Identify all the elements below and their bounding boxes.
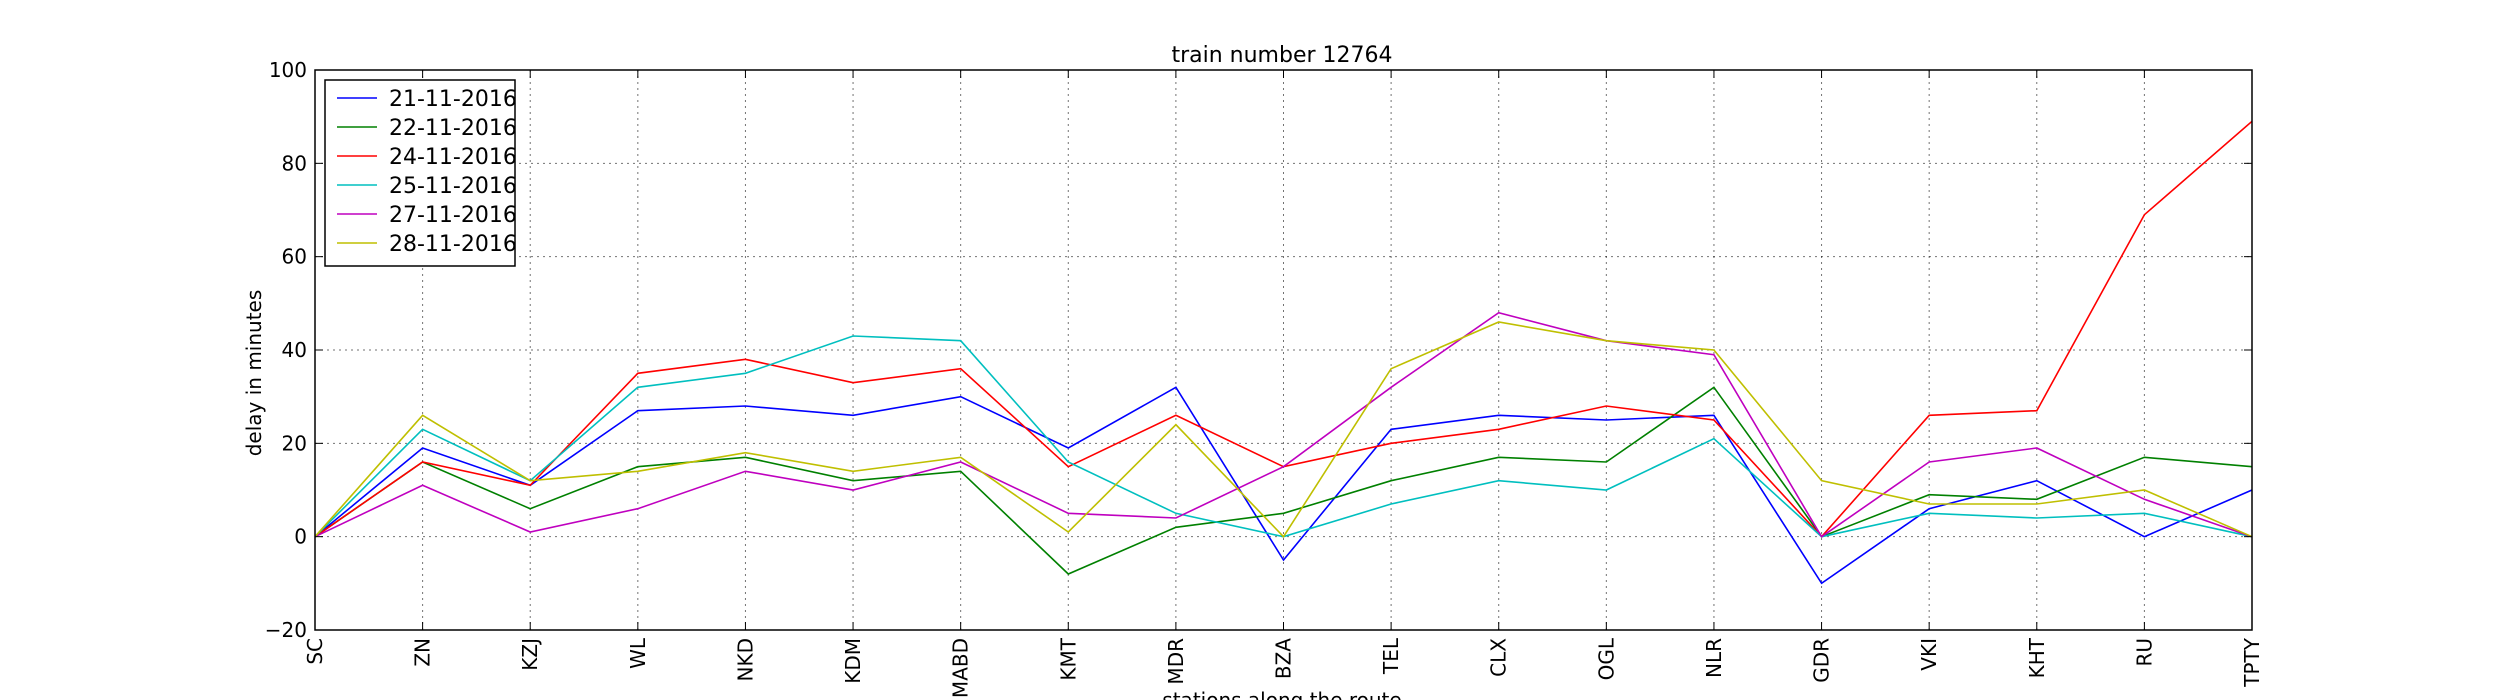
y-tick-label: −20 — [265, 618, 307, 642]
y-tick-label: 0 — [294, 525, 307, 549]
series-line — [314, 311, 2253, 538]
legend-label: 28-11-2016 — [389, 232, 517, 257]
series-line — [314, 386, 2253, 585]
y-tick-label: 60 — [282, 245, 307, 269]
chart-title: train number 12764 — [1171, 43, 1392, 68]
legend-label: 22-11-2016 — [389, 116, 517, 141]
series-line — [314, 386, 2253, 575]
x-tick-label: NKD — [733, 638, 757, 681]
x-tick-label: KDM — [841, 638, 865, 684]
legend-label: 27-11-2016 — [389, 203, 517, 228]
legend: 21-11-2016 22-11-2016 24-11-2016 25-11-2016… — [324, 79, 517, 267]
x-tick-label: KZJ — [518, 638, 542, 671]
legend-label: 25-11-2016 — [389, 174, 517, 199]
legend-box — [324, 79, 516, 267]
x-tick-label: TEL — [1379, 637, 1403, 675]
x-tick-label: WL — [626, 637, 650, 669]
y-tick-label: 40 — [282, 338, 307, 362]
x-tick-label: CLX — [1487, 638, 1511, 677]
x-axis-title: stations along the route — [1162, 688, 1401, 700]
y-tick-label: 20 — [282, 431, 307, 455]
x-tick-label: ZN — [411, 638, 435, 667]
x-tick-label: TPTY — [2240, 637, 2264, 687]
x-tick-label: NLR — [1702, 638, 1726, 678]
x-tick-label: OGL — [1594, 637, 1618, 680]
series-lines — [314, 120, 2253, 585]
legend-label: 24-11-2016 — [389, 145, 517, 170]
series-line — [314, 321, 2253, 538]
x-tick-label: VKI — [1917, 638, 1941, 671]
legend-label: 21-11-2016 — [389, 87, 517, 112]
x-tick-label: RU — [2132, 638, 2156, 667]
x-tick-label: BZA — [1272, 638, 1296, 679]
y-axis-title: delay in minutes — [242, 290, 266, 457]
x-tick-label: MDR — [1164, 638, 1188, 685]
axis-ticks: −20 0 20 40 60 80 100 SC ZN KZJ WL NKD KDM MABD KMT MDR… — [265, 58, 2264, 698]
y-tick-label: 80 — [282, 151, 307, 175]
x-tick-label: GDR — [1810, 638, 1834, 683]
x-tick-label: MABD — [949, 638, 973, 698]
x-tick-label: KMT — [1056, 637, 1080, 680]
y-tick-label: 100 — [269, 58, 307, 82]
x-tick-label: SC — [303, 638, 327, 665]
x-tick-label: KHT — [2025, 637, 2049, 678]
